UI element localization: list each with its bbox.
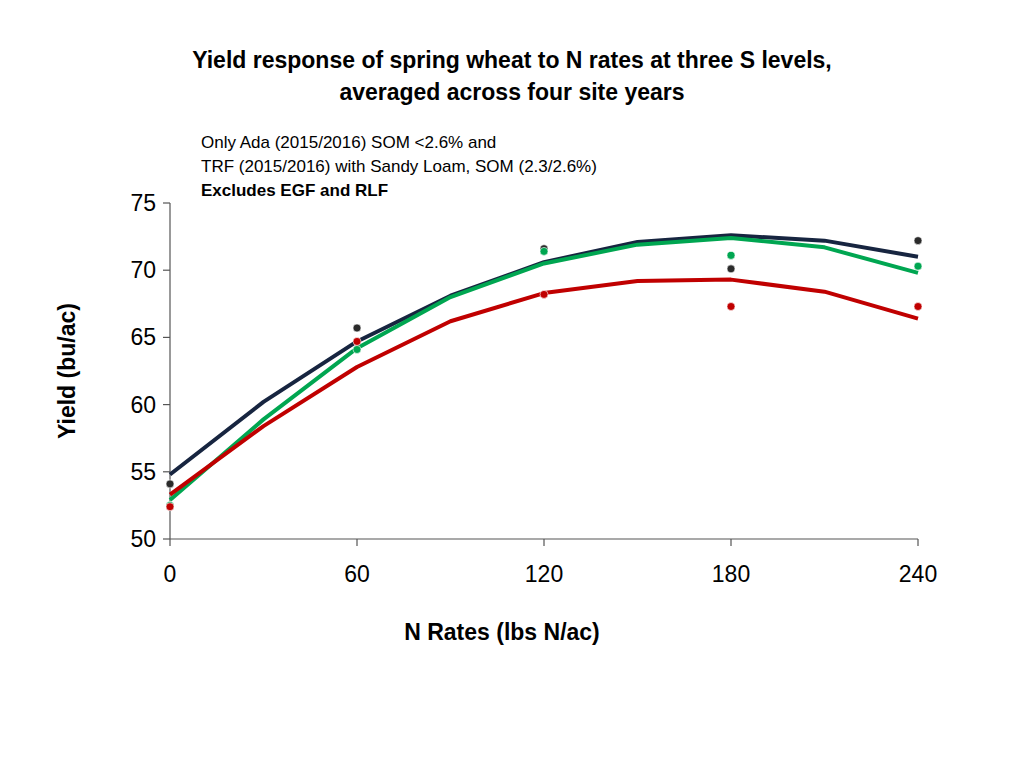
- x-tick: [356, 539, 357, 546]
- y-tick-label: 55: [130, 459, 156, 485]
- x-axis-label: N Rates (lbs N/ac): [404, 619, 600, 645]
- y-tick: [163, 471, 170, 472]
- trend-line: [170, 280, 918, 495]
- x-tick: [730, 539, 731, 546]
- y-tick: [163, 538, 170, 539]
- data-point: [727, 265, 735, 273]
- data-point: [540, 290, 548, 298]
- chart: Yield response of spring wheat to N rate…: [0, 0, 1024, 768]
- x-tick-label: 0: [164, 561, 177, 587]
- y-axis: [169, 203, 170, 539]
- data-point: [166, 480, 174, 488]
- x-tick: [169, 539, 170, 546]
- y-tick-label: 60: [130, 392, 156, 418]
- y-tick-label: 65: [130, 324, 156, 350]
- x-tick-label: 60: [344, 561, 370, 587]
- data-point: [353, 345, 361, 353]
- data-point: [540, 247, 548, 255]
- data-point: [727, 251, 735, 259]
- x-tick: [543, 539, 544, 546]
- data-point: [914, 237, 922, 245]
- x-tick-label: 240: [899, 561, 937, 587]
- y-tick: [163, 337, 170, 338]
- trend-line: [170, 235, 918, 474]
- title: averaged across four site years: [339, 79, 684, 105]
- y-tick-label: 50: [130, 526, 156, 552]
- y-tick: [163, 202, 170, 203]
- x-tick-label: 180: [712, 561, 750, 587]
- y-axis-label: Yield (bu/ac): [54, 303, 80, 439]
- y-tick-label: 75: [130, 190, 156, 216]
- x-tick-label: 120: [525, 561, 563, 587]
- data-point: [353, 324, 361, 332]
- y-tick: [163, 270, 170, 271]
- annotation: Excludes EGF and RLF: [201, 181, 388, 200]
- x-tick: [917, 539, 918, 546]
- plot-area: [166, 235, 922, 510]
- annotation: TRF (2015/2016) with Sandy Loam, SOM (2.…: [201, 157, 597, 176]
- data-point: [353, 337, 361, 345]
- data-point: [914, 262, 922, 270]
- data-point: [727, 302, 735, 310]
- y-tick-label: 70: [130, 257, 156, 283]
- data-point: [914, 302, 922, 310]
- trend-line: [170, 238, 918, 500]
- y-tick: [163, 404, 170, 405]
- annotation: Only Ada (2015/2016) SOM <2.6% and: [201, 133, 496, 152]
- data-point: [166, 503, 174, 511]
- title: Yield response of spring wheat to N rate…: [192, 47, 832, 73]
